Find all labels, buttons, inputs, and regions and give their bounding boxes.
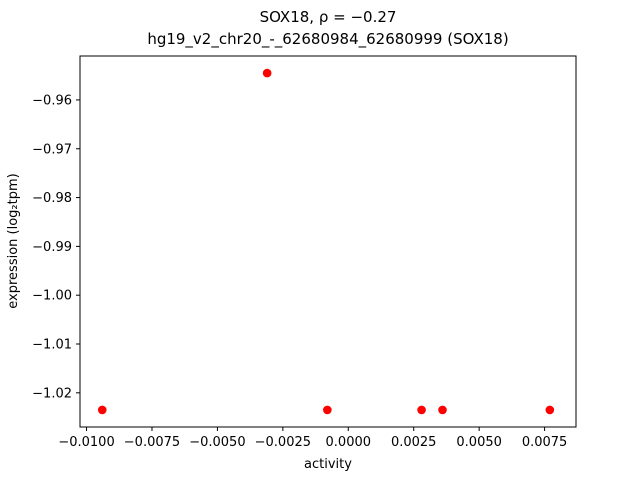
y-tick-label: −0.98	[32, 191, 72, 206]
y-tick-label: −1.02	[32, 386, 72, 401]
y-tick-label: −1.01	[32, 338, 72, 353]
x-tick-label: −0.0050	[189, 435, 245, 450]
chart-title-line1: SOX18, ρ = −0.27	[260, 8, 397, 26]
y-tick-label: −0.99	[32, 240, 72, 255]
x-axis-ticks: −0.0100 −0.0075 −0.0050 −0.0025 0.0000 0.0025…	[58, 427, 567, 450]
x-tick-label: −0.0075	[124, 435, 180, 450]
y-axis-ticks: −0.96 −0.97 −0.98 −0.99 −1.00 −1.01 −1.02	[32, 93, 80, 401]
y-tick-label: −1.00	[32, 289, 72, 304]
x-tick-label: 0.0000	[326, 435, 372, 450]
scatter-point	[262, 68, 272, 78]
plot-area	[79, 55, 577, 428]
scatter-point	[438, 405, 447, 415]
y-axis-label: expression (log₂tpm)	[6, 173, 21, 308]
x-tick-label: 0.0025	[391, 435, 437, 450]
x-tick-label: −0.0025	[255, 435, 311, 450]
scatter-point	[545, 405, 555, 415]
x-tick-label: 0.0075	[522, 435, 568, 450]
scatter-point	[97, 405, 107, 415]
x-tick-label: 0.0050	[456, 435, 502, 450]
data-points	[97, 68, 555, 415]
y-tick-label: −0.97	[32, 142, 72, 157]
scatter-point	[323, 405, 332, 415]
y-tick-label: −0.96	[32, 93, 72, 108]
x-axis-label: activity	[304, 457, 352, 472]
chart-title-line2: hg19_v2_chr20_-_62680984_62680999 (SOX18…	[147, 30, 508, 49]
x-tick-label: −0.0100	[58, 435, 114, 450]
scatter-point	[417, 405, 426, 415]
